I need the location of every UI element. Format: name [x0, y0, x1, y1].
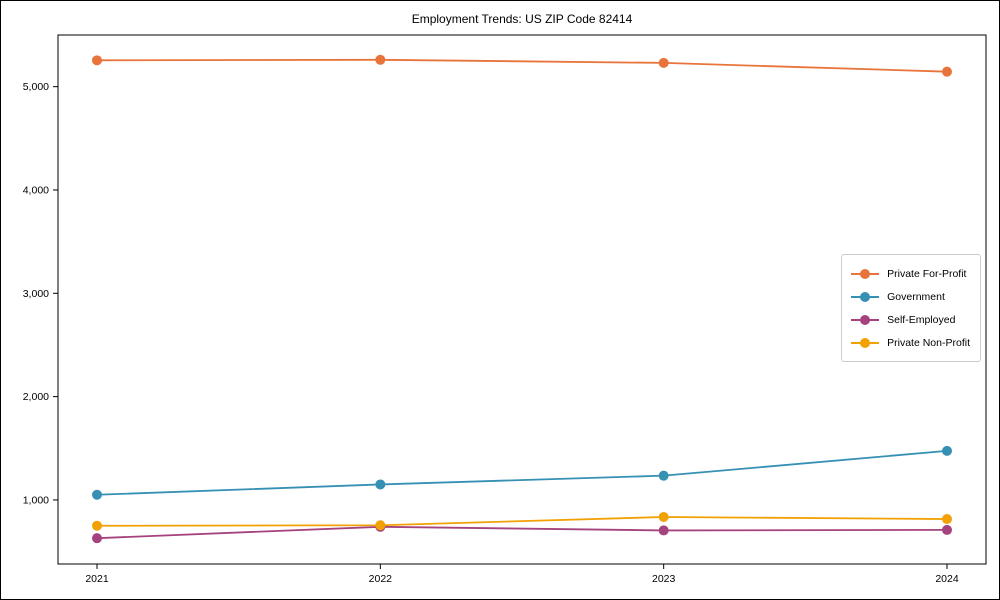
x-tick-label: 2024	[935, 573, 959, 585]
y-tick-label: 1,000	[23, 494, 49, 506]
legend-label: Self-Employed	[887, 313, 956, 326]
series-line-self-employed	[96, 525, 948, 540]
data-point-government	[942, 445, 952, 456]
data-point-private-for-profit	[375, 54, 386, 65]
data-point-government	[658, 470, 669, 481]
legend-item-self-employed: Self-Employed	[851, 308, 970, 331]
series-line-government	[96, 449, 948, 496]
legend-marker-icon	[851, 337, 880, 348]
legend-item-government: Government	[851, 285, 970, 308]
x-tick-label: 2023	[652, 573, 676, 585]
data-point-private-for-profit	[658, 57, 669, 68]
data-point-private-non-profit	[375, 520, 386, 531]
data-point-private-non-profit	[92, 520, 102, 531]
data-point-self-employed	[658, 525, 669, 536]
legend-marker-icon	[851, 314, 880, 325]
legend-item-private-for-profit: Private For-Profit	[851, 262, 970, 285]
data-point-private-non-profit	[658, 511, 669, 522]
legend-marker-icon	[851, 291, 880, 302]
data-point-self-employed	[92, 533, 102, 544]
series-line-private-non-profit	[96, 516, 948, 527]
data-point-self-employed	[942, 524, 952, 535]
y-tick-label: 4,000	[23, 184, 49, 196]
legend-label: Government	[887, 290, 945, 303]
x-tick-label: 2022	[369, 573, 393, 585]
legend-label: Private Non-Profit	[887, 336, 970, 349]
data-point-government	[375, 479, 386, 490]
axes-frame	[57, 34, 987, 565]
legend-item-private-non-profit: Private Non-Profit	[851, 331, 970, 354]
y-tick-label: 3,000	[23, 288, 49, 300]
series-line-private-for-profit	[96, 58, 948, 73]
data-point-government	[92, 489, 102, 500]
data-point-private-for-profit	[92, 55, 102, 66]
legend-marker-icon	[851, 268, 880, 279]
data-point-private-non-profit	[942, 514, 952, 525]
chart-title: Employment Trends: US ZIP Code 82414	[411, 12, 633, 26]
x-tick-label: 2021	[85, 573, 109, 585]
y-tick-label: 2,000	[23, 391, 49, 403]
y-tick-label: 5,000	[23, 81, 49, 93]
chart-legend: Private For-Profit Government Self-Employe…	[841, 254, 981, 362]
data-point-private-for-profit	[942, 66, 952, 77]
legend-label: Private For-Profit	[887, 267, 967, 280]
